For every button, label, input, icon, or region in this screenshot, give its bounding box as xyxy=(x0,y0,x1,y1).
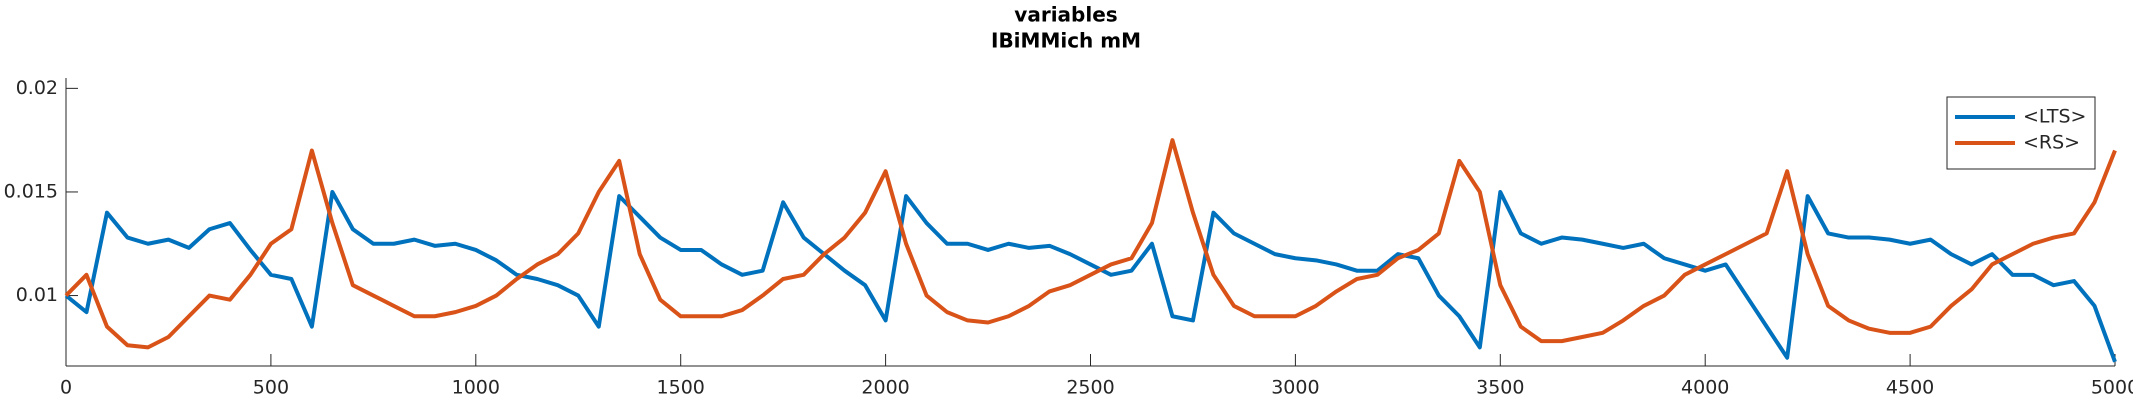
x-tick-label: 4000 xyxy=(1681,377,1729,399)
x-tick-label: 0 xyxy=(60,377,72,399)
y-tick-label: 0.02 xyxy=(16,77,58,99)
chart-title: variables xyxy=(1014,3,1117,27)
x-tick-label: 1000 xyxy=(452,377,500,399)
series-line xyxy=(64,189,2117,363)
x-tick-label: 1500 xyxy=(657,377,705,399)
legend-label: <LTS> xyxy=(2023,106,2086,128)
x-tick-label: 3500 xyxy=(1476,377,1524,399)
x-tick-label: 2500 xyxy=(1066,377,1114,399)
y-tick-label: 0.015 xyxy=(4,180,58,202)
legend-label: <RS> xyxy=(2023,132,2080,154)
chart-subtitle: IBiMMich mM xyxy=(991,29,1141,53)
x-tick-label: 500 xyxy=(253,377,289,399)
series-line xyxy=(64,138,2117,350)
x-tick-label: 4500 xyxy=(1886,377,1934,399)
x-tick-label: 5000 xyxy=(2091,377,2133,399)
y-tick-label: 0.01 xyxy=(16,284,58,306)
x-tick-label: 2000 xyxy=(861,377,909,399)
legend-box xyxy=(1946,96,2096,170)
legend: <LTS> <RS> xyxy=(1946,96,2096,170)
x-tick-label: 3000 xyxy=(1271,377,1319,399)
